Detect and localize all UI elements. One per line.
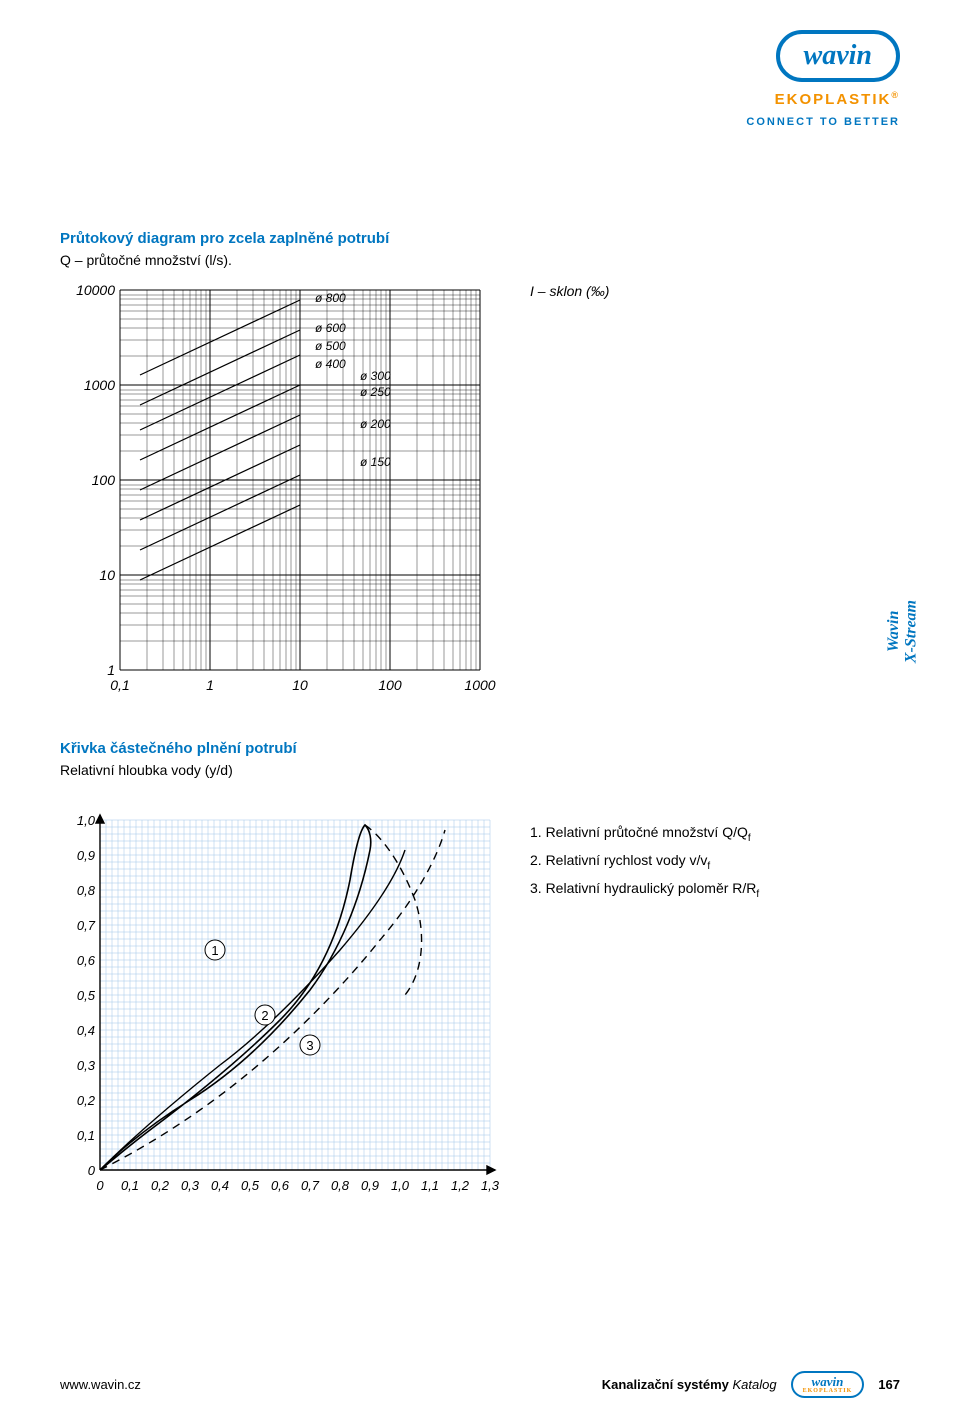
chart2-subtitle: Relativní hloubka vody (y/d) [60, 762, 233, 778]
y-tick: 100 [92, 472, 116, 488]
legend-sub: f [748, 833, 751, 844]
x-tick: 1000 [464, 677, 495, 693]
x-tick: 100 [378, 677, 402, 693]
x-tick: 0,4 [211, 1178, 229, 1193]
x-tick: 0,3 [181, 1178, 200, 1193]
y-tick: 0,6 [77, 953, 96, 968]
chart1-legend-text: I – sklon (‰) [530, 283, 609, 299]
footer-logo-sub: EKOPLASTIK [803, 1388, 853, 1394]
x-tick: 1,1 [421, 1178, 439, 1193]
x-tick: 10 [292, 677, 308, 693]
x-tick: 1,3 [481, 1178, 500, 1193]
y-tick: 0 [88, 1163, 96, 1178]
line-label: ø 400 [315, 357, 346, 371]
trademark-icon: ® [891, 90, 900, 100]
chart1-legend: I – sklon (‰) [530, 283, 609, 299]
wavin-logo-text: wavin [804, 40, 872, 71]
legend-text: 2. Relativní rychlost vody v/v [530, 852, 707, 868]
footer-wavin-logo: wavin EKOPLASTIK [791, 1371, 865, 1398]
footer-logo-text: wavin [812, 1375, 844, 1388]
curve-branch [365, 825, 422, 995]
curve-label: 1 [211, 943, 218, 958]
chart2-title: Křivka částečného plnění potrubí [60, 740, 297, 757]
y-tick: 0,8 [77, 883, 96, 898]
page-footer: www.wavin.cz Kanalizační systémy Katalog… [60, 1371, 900, 1398]
ekoplastik-logo: EKOPLASTIK® [775, 90, 900, 108]
y-tick: 1000 [84, 377, 115, 393]
x-tick: 0,8 [331, 1178, 350, 1193]
connect-text: CONNECT TO BETTER [746, 116, 900, 128]
chart2-title-text: Křivka částečného plnění potrubí [60, 740, 297, 757]
line-label: ø 300 [360, 369, 391, 383]
chart1-subtitle: Q – průtočné množství (l/s). [60, 252, 232, 268]
ekoplastik-text: EKOPLASTIK [775, 91, 892, 108]
flow-chart: ø 800 ø 600 ø 500 ø 400 ø 300 ø 250 ø 20… [60, 280, 500, 700]
y-tick: 10000 [76, 282, 115, 298]
chart1-subtitle-text: Q – průtočné množství (l/s). [60, 252, 232, 268]
legend-sub: f [756, 888, 759, 899]
x-tick: 1 [206, 677, 214, 693]
line-label: ø 600 [315, 321, 346, 335]
x-tick: 0,9 [361, 1178, 379, 1193]
y-tick: 0,7 [77, 918, 96, 933]
chart1-title-text: Průtokový diagram pro zcela zaplněné pot… [60, 230, 389, 247]
x-tick: 0,5 [241, 1178, 260, 1193]
curve-label: 2 [261, 1008, 268, 1023]
chart2-subtitle-text: Relativní hloubka vody (y/d) [60, 762, 233, 778]
footer-catalog: Kanalizační systémy Katalog [602, 1377, 777, 1392]
footer-catalog-bold: Kanalizační systémy [602, 1377, 729, 1392]
x-tick: 1,2 [451, 1178, 470, 1193]
chart2-svg: 1 2 3 1,0 0,9 0,8 0,7 0,6 0,5 0,4 0,3 0,… [60, 810, 520, 1230]
y-tick: 10 [99, 567, 115, 583]
chart2-legend: 1. Relativní průtočné množství Q/Qf 2. R… [530, 820, 759, 903]
header-logos: wavin EKOPLASTIK® CONNECT TO BETTER [746, 30, 900, 128]
line-label: ø 250 [360, 385, 391, 399]
line-label: ø 800 [315, 291, 346, 305]
side-brand-2: X-Stream [902, 600, 919, 663]
chart1-title: Průtokový diagram pro zcela zaplněné pot… [60, 230, 389, 247]
y-tick: 0,9 [77, 848, 95, 863]
curve-label: 3 [306, 1038, 313, 1053]
wavin-logo: wavin [776, 30, 900, 82]
chart1-svg: ø 800 ø 600 ø 500 ø 400 ø 300 ø 250 ø 20… [60, 280, 500, 700]
legend-item: 1. Relativní průtočné množství Q/Qf [530, 820, 759, 848]
legend-text: 1. Relativní průtočné množství Q/Q [530, 824, 748, 840]
y-tick: 0,4 [77, 1023, 95, 1038]
curve-1 [100, 825, 371, 1170]
x-tick: 0,1 [110, 677, 129, 693]
legend-item: 2. Relativní rychlost vody v/vf [530, 848, 759, 876]
footer-right: Kanalizační systémy Katalog wavin EKOPLA… [602, 1371, 900, 1398]
side-brand-1: Wavin [885, 611, 902, 652]
line-label: ø 150 [360, 455, 391, 469]
footer-url: www.wavin.cz [60, 1377, 141, 1392]
x-tick: 1,0 [391, 1178, 410, 1193]
legend-item: 3. Relativní hydraulický poloměr R/Rf [530, 876, 759, 904]
line-label: ø 500 [315, 339, 346, 353]
legend-sub: f [707, 861, 710, 872]
y-tick: 0,2 [77, 1093, 96, 1108]
x-tick: 0,1 [121, 1178, 139, 1193]
legend-text: 3. Relativní hydraulický poloměr R/R [530, 880, 756, 896]
curve-3 [100, 830, 445, 1170]
y-tick: 0,5 [77, 988, 96, 1003]
fill-curve-chart: 1 2 3 1,0 0,9 0,8 0,7 0,6 0,5 0,4 0,3 0,… [60, 810, 520, 1235]
y-tick: 0,3 [77, 1058, 96, 1073]
line-label: ø 200 [360, 417, 391, 431]
side-brand: Wavin X-Stream [885, 600, 920, 663]
y-tick: 1,0 [77, 813, 96, 828]
y-tick: 0,1 [77, 1128, 95, 1143]
x-tick: 0,6 [271, 1178, 290, 1193]
connect-tagline: CONNECT TO BETTER [746, 116, 900, 128]
page-number: 167 [878, 1377, 900, 1392]
x-tick: 0 [96, 1178, 104, 1193]
y-tick: 1 [107, 662, 115, 678]
footer-catalog-italic: Katalog [733, 1377, 777, 1392]
x-tick: 0,2 [151, 1178, 170, 1193]
x-tick: 0,7 [301, 1178, 320, 1193]
curve-2 [100, 850, 405, 1170]
